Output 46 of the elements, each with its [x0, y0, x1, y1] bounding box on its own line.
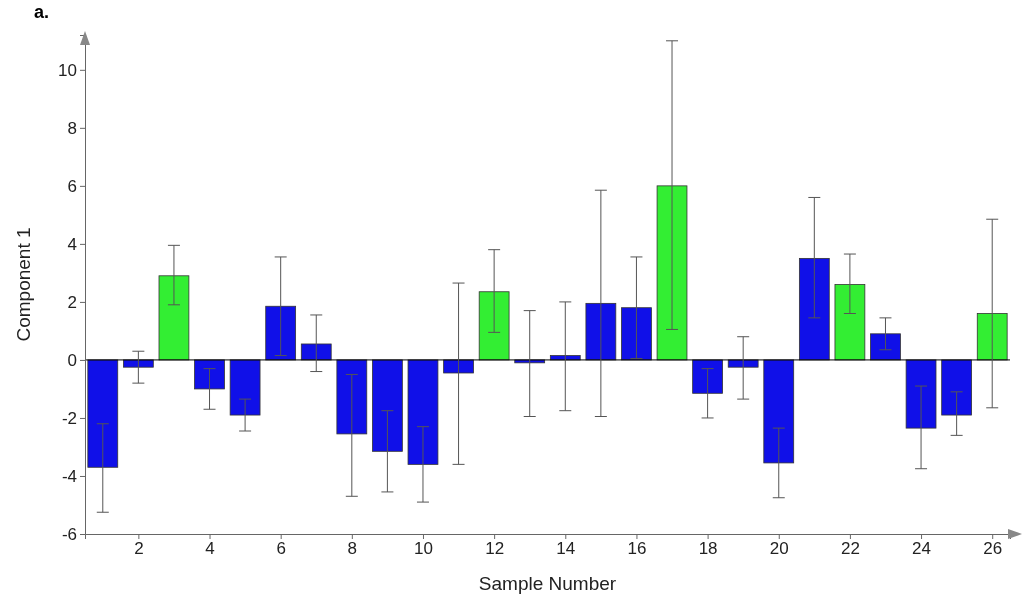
bar: [905, 359, 937, 429]
bar: [300, 343, 332, 361]
bar: [407, 359, 439, 465]
bar: [798, 257, 830, 361]
bar: [656, 185, 688, 361]
y-tick-label: -6: [61, 524, 77, 544]
x-tick-label: 18: [698, 539, 718, 559]
bar: [265, 305, 297, 361]
bar: [87, 359, 119, 468]
text: a.: [34, 2, 50, 22]
x-tick-label: 2: [134, 539, 144, 559]
x-tick-label: 12: [485, 539, 505, 559]
y-tick-label: 6: [67, 176, 77, 196]
x-tick-label: 16: [627, 539, 647, 559]
bar: [941, 359, 972, 416]
bar: [194, 359, 225, 390]
bar: [478, 291, 510, 361]
x-axis-title: Sample Number: [478, 573, 617, 594]
bar: [585, 302, 617, 361]
y-tick-label: 4: [67, 234, 77, 254]
bar: [870, 333, 901, 361]
x-tick-label: 4: [205, 539, 215, 559]
bar: [763, 359, 795, 464]
x-tick-label: 14: [556, 539, 576, 559]
bar: [158, 275, 190, 361]
x-tick-label: 10: [414, 539, 433, 559]
y-tick-label: 0: [67, 350, 77, 370]
x-tick-label: 24: [912, 539, 932, 559]
bar: [229, 359, 261, 416]
x-tick-label: 6: [276, 539, 286, 559]
x-tick-label: 26: [983, 539, 1003, 559]
y-tick-label: 10: [58, 60, 77, 80]
bar: [834, 284, 866, 361]
bar: [976, 313, 1008, 361]
x-tick-label: 22: [840, 539, 860, 559]
bar: [621, 307, 652, 361]
y-tick-label: 8: [67, 118, 77, 138]
bar: [336, 359, 368, 435]
bar: [692, 359, 723, 394]
y-tick-label: -4: [61, 466, 77, 486]
x-tick-label: 20: [769, 539, 789, 559]
y-tick-label: 2: [67, 292, 77, 312]
x-tick-label: 8: [347, 539, 358, 559]
y-tick-label: -2: [61, 408, 77, 428]
y-axis-title: Component 1: [13, 227, 34, 342]
bar: [372, 359, 403, 452]
